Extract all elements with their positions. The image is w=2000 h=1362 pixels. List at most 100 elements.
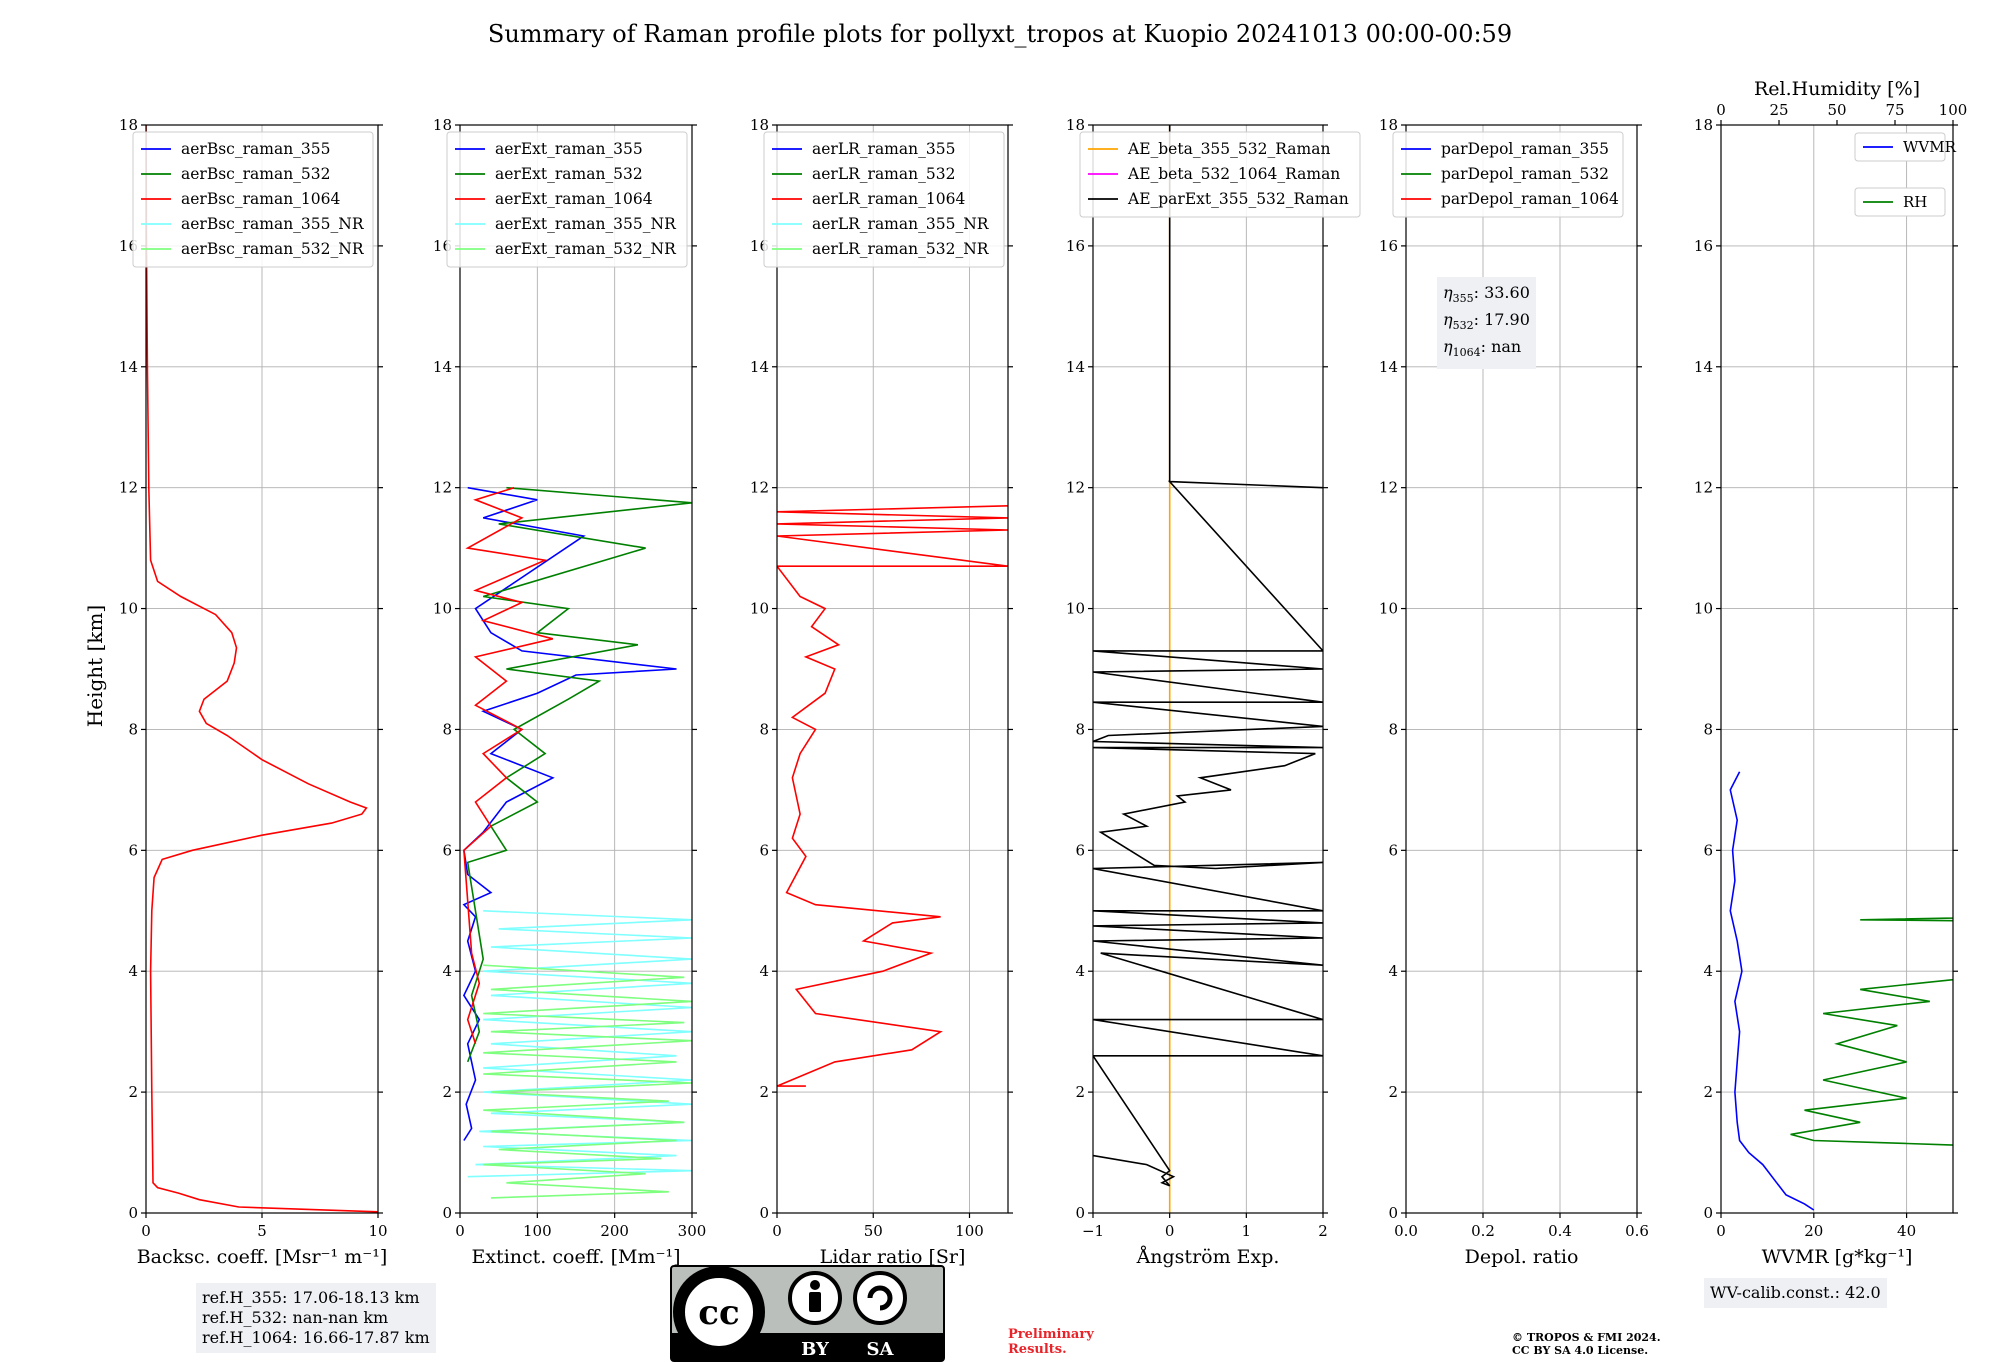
y-tick-label: 10 — [119, 600, 138, 618]
legend-label: aerLR_raman_1064 — [812, 190, 965, 208]
y-tick-label: 4 — [1075, 962, 1085, 980]
y-tick-label: 10 — [433, 600, 452, 618]
by-label: BY — [801, 1339, 830, 1360]
wv-calib-text: WV-calib.const.: 42.0 — [1710, 1283, 1881, 1302]
y-tick-label: 0 — [1388, 1204, 1398, 1222]
x-tick-label: 2 — [1318, 1222, 1328, 1240]
x2-axis-label: Rel.Humidity [%] — [1754, 78, 1920, 100]
series-AE_parExt_355_532_Raman — [1093, 125, 1323, 1187]
y-tick-label: 2 — [442, 1083, 452, 1101]
x-axis-label: Backsc. coeff. [Msr⁻¹ m⁻¹] — [137, 1246, 388, 1268]
legend-label: parDepol_raman_1064 — [1441, 190, 1619, 208]
legend-label: AE_parExt_355_532_Raman — [1127, 190, 1349, 208]
y-tick-label: 2 — [759, 1083, 769, 1101]
x-tick-label: 0 — [1716, 1222, 1726, 1240]
x-tick-label: 40 — [1897, 1222, 1916, 1240]
wv-calib-box: WV-calib.const.: 42.0 — [1704, 1278, 1887, 1308]
reference-height-box: ref.H_355: 17.06-18.13 km ref.H_532: nan… — [196, 1283, 436, 1353]
x-tick-label: 10 — [368, 1222, 387, 1240]
eta-value: : 33.60 — [1473, 283, 1530, 302]
legend-box — [1854, 187, 1946, 217]
y-tick-label: 6 — [1075, 841, 1085, 859]
legend-label: WVMR — [1903, 138, 1957, 156]
y-tick-label: 4 — [1703, 962, 1713, 980]
y-tick-label: 12 — [119, 479, 138, 497]
x-tick-label: 100 — [523, 1222, 552, 1240]
y-tick-label: 12 — [1379, 479, 1398, 497]
cc-icon — [681, 1274, 757, 1350]
eta-sub: 1064 — [1452, 346, 1481, 360]
y-tick-label: 8 — [759, 720, 769, 738]
copyright-note: © TROPOS & FMI 2024. CC BY SA 4.0 Licens… — [1512, 1331, 1661, 1357]
series-aerExt_raman_532_NR — [483, 964, 692, 1199]
x-axis-label: Extinct. coeff. [Mm⁻¹] — [471, 1246, 680, 1268]
y-tick-label: 8 — [1703, 720, 1713, 738]
cc-license-badge: cc BY SA — [670, 1265, 945, 1362]
eta-1064: η1064: nan — [1443, 336, 1530, 363]
x-axis-label: Depol. ratio — [1465, 1246, 1579, 1268]
cc-letters: cc — [698, 1293, 739, 1333]
y-tick-label: 2 — [1703, 1083, 1713, 1101]
y-tick-label: 14 — [1066, 358, 1085, 376]
y-tick-label: 12 — [433, 479, 452, 497]
x-tick-label: 0 — [455, 1222, 465, 1240]
y-tick-label: 0 — [442, 1204, 452, 1222]
series-WVMR — [1729, 771, 1815, 1211]
y-tick-label: 6 — [128, 841, 138, 859]
x-tick-label: 300 — [678, 1222, 707, 1240]
x-tick-label: 5 — [257, 1222, 267, 1240]
legend-box — [132, 131, 374, 268]
y-tick-label: 2 — [1075, 1083, 1085, 1101]
y-tick-label: 14 — [750, 358, 769, 376]
x2-tick-label: 50 — [1827, 101, 1846, 119]
y-tick-label: 12 — [1694, 479, 1713, 497]
preliminary-line-2: Results. — [1008, 1342, 1067, 1357]
y-tick-label: 18 — [1694, 116, 1713, 134]
y-tick-label: 6 — [1388, 841, 1398, 859]
legend-label: aerExt_raman_1064 — [495, 190, 653, 208]
share-alike-icon — [853, 1271, 907, 1325]
y-tick-label: 10 — [1694, 600, 1713, 618]
legend-label: aerExt_raman_532 — [495, 165, 643, 183]
plot-frame — [776, 124, 1009, 1214]
x-tick-label: 0.4 — [1548, 1222, 1572, 1240]
legend-label: aerExt_raman_532_NR — [495, 240, 677, 258]
y-tick-label: 14 — [433, 358, 452, 376]
preliminary-line-1: Preliminary — [1008, 1327, 1094, 1342]
y-tick-label: 8 — [442, 720, 452, 738]
legend-label: aerBsc_raman_532_NR — [181, 240, 365, 258]
series-RH — [1790, 897, 1953, 1146]
y-tick-label: 0 — [1703, 1204, 1713, 1222]
y-tick-label: 18 — [750, 116, 769, 134]
eta-symbol: η — [1443, 337, 1453, 357]
copyright-line-1: © TROPOS & FMI 2024. — [1512, 1331, 1661, 1344]
legend-label: aerBsc_raman_355 — [181, 140, 331, 158]
y-tick-label: 16 — [1379, 237, 1398, 255]
x-axis-label: WVMR [g*kg⁻¹] — [1762, 1246, 1913, 1268]
legend-label: aerLR_raman_532 — [812, 165, 955, 183]
legend-label: aerBsc_raman_1064 — [181, 190, 341, 208]
legend-box — [1079, 131, 1361, 218]
attribution-body — [809, 1292, 821, 1312]
ref-height-355: ref.H_355: 17.06-18.13 km — [202, 1288, 420, 1307]
attribution-head — [810, 1280, 820, 1290]
eta-value: : 17.90 — [1473, 310, 1530, 330]
legend-label: aerExt_raman_355 — [495, 140, 643, 158]
x-tick-label: 100 — [955, 1222, 984, 1240]
legend-label: aerLR_raman_355 — [812, 140, 955, 158]
series-aerLR_raman_1064 — [777, 505, 1008, 1087]
legend-label: parDepol_raman_532 — [1441, 165, 1609, 183]
legend-label: aerExt_raman_355_NR — [495, 215, 677, 233]
y-tick-label: 6 — [442, 841, 452, 859]
y-tick-label: 14 — [1694, 358, 1713, 376]
eta-box: η355: 33.60 η532: 17.90 η1064: nan — [1437, 277, 1536, 369]
legend-box — [446, 131, 688, 268]
plot-frame — [459, 124, 693, 1214]
y-tick-label: 6 — [1703, 841, 1713, 859]
sa-label: SA — [867, 1339, 895, 1360]
y-tick-label: 14 — [1379, 358, 1398, 376]
ref-height-532: ref.H_532: nan-nan km — [202, 1308, 389, 1327]
